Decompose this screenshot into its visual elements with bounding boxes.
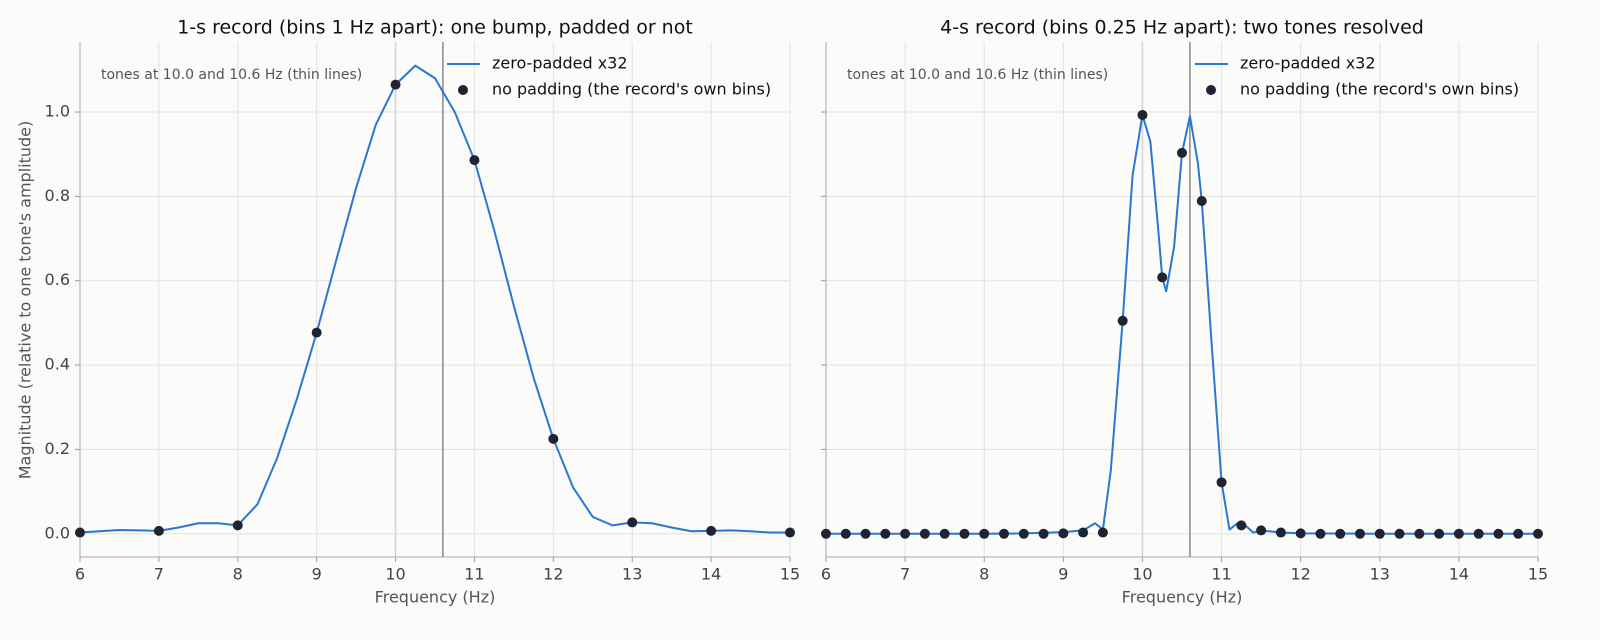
- bin-dot: [860, 528, 871, 539]
- bin-dot: [548, 433, 559, 444]
- bin-dot: [979, 528, 990, 539]
- x-tick-label: 13: [1370, 565, 1390, 584]
- legend-swatch: [458, 85, 468, 95]
- x-tick-label: 6: [821, 565, 831, 584]
- bin-dot: [1097, 527, 1108, 538]
- bin-dot: [785, 527, 795, 538]
- bin-dot: [469, 155, 480, 166]
- x-tick-label: 7: [900, 565, 910, 584]
- y-tick-label: 1.0: [45, 102, 70, 121]
- annotation: tones at 10.0 and 10.6 Hz (thin lines): [847, 67, 1108, 83]
- bin-dot: [1493, 528, 1504, 539]
- x-tick-label: 6: [75, 565, 85, 584]
- bin-dot: [1058, 528, 1069, 539]
- bin-dot: [1038, 528, 1049, 539]
- bin-dot: [1256, 525, 1267, 536]
- x-tick-label: 15: [1528, 565, 1548, 584]
- bin-dot: [900, 528, 911, 539]
- bin-dot: [1473, 528, 1484, 539]
- bin-dot: [311, 327, 322, 338]
- legend-label: zero-padded x32: [1240, 54, 1376, 73]
- x-axis-label: Frequency (Hz): [375, 588, 496, 607]
- x-tick-label: 9: [312, 565, 322, 584]
- bin-dot: [1315, 528, 1326, 539]
- bin-dot: [1157, 272, 1168, 283]
- bin-dot: [959, 528, 970, 539]
- x-tick-label: 10: [1132, 565, 1152, 584]
- x-tick-label: 14: [1449, 565, 1469, 584]
- bin-dot: [1513, 528, 1524, 539]
- bin-dot: [1533, 528, 1543, 539]
- bin-dot: [1414, 528, 1425, 539]
- bin-dot: [840, 528, 851, 539]
- x-axis-label: Frequency (Hz): [1122, 588, 1243, 607]
- bin-dot: [1295, 528, 1306, 539]
- bin-dot: [1137, 109, 1148, 120]
- bin-dot: [1394, 528, 1405, 539]
- y-tick-label: 0.2: [45, 439, 70, 458]
- x-tick-label: 11: [464, 565, 484, 584]
- x-tick-label: 9: [1058, 565, 1068, 584]
- x-tick-label: 8: [979, 565, 989, 584]
- bin-dot: [1078, 527, 1089, 538]
- bin-dot: [1216, 477, 1227, 488]
- bin-dot: [999, 528, 1009, 539]
- x-tick-label: 12: [543, 565, 563, 584]
- bin-dot: [1434, 528, 1445, 539]
- bin-dot: [1335, 528, 1346, 539]
- x-tick-label: 15: [780, 565, 800, 584]
- bin-dot: [1117, 315, 1128, 326]
- bin-dot: [1275, 527, 1286, 538]
- x-tick-label: 7: [154, 565, 164, 584]
- bin-dot: [821, 528, 831, 539]
- legend-swatch: [1206, 85, 1216, 95]
- annotation: tones at 10.0 and 10.6 Hz (thin lines): [101, 67, 362, 83]
- legend-label: no padding (the record's own bins): [1240, 80, 1519, 99]
- x-tick-label: 11: [1211, 565, 1231, 584]
- bin-dot: [1453, 528, 1464, 539]
- x-tick-label: 8: [233, 565, 243, 584]
- y-tick-label: 0.0: [45, 523, 70, 542]
- y-tick-label: 0.8: [45, 186, 70, 205]
- bin-dot: [153, 525, 164, 536]
- x-tick-label: 13: [622, 565, 642, 584]
- chart-title: 1-s record (bins 1 Hz apart): one bump, …: [177, 17, 693, 39]
- x-tick-label: 14: [701, 565, 721, 584]
- legend-label: zero-padded x32: [492, 54, 628, 73]
- bin-dot: [939, 528, 950, 539]
- bin-dot: [1196, 196, 1207, 207]
- y-tick-label: 0.6: [45, 270, 70, 289]
- bin-dot: [919, 528, 930, 539]
- y-tick-label: 0.4: [45, 355, 70, 374]
- x-tick-label: 10: [385, 565, 405, 584]
- bin-dot: [880, 528, 891, 539]
- bin-dot: [232, 520, 243, 531]
- chart-title: 4-s record (bins 0.25 Hz apart): two ton…: [940, 17, 1424, 39]
- x-tick-label: 12: [1290, 565, 1310, 584]
- curve: [79, 64, 790, 534]
- bin-dot: [75, 527, 85, 538]
- bin-dot: [706, 525, 717, 536]
- bin-dot: [390, 79, 401, 90]
- bin-dot: [1177, 147, 1187, 158]
- bin-dot: [1374, 528, 1385, 539]
- y-axis-label: Magnitude (relative to one tone's amplit…: [16, 121, 35, 480]
- bin-dot: [1236, 520, 1247, 531]
- legend-label: no padding (the record's own bins): [492, 80, 771, 99]
- bin-dot: [627, 517, 638, 528]
- bin-dot: [1355, 528, 1365, 539]
- bin-dot: [1018, 528, 1029, 539]
